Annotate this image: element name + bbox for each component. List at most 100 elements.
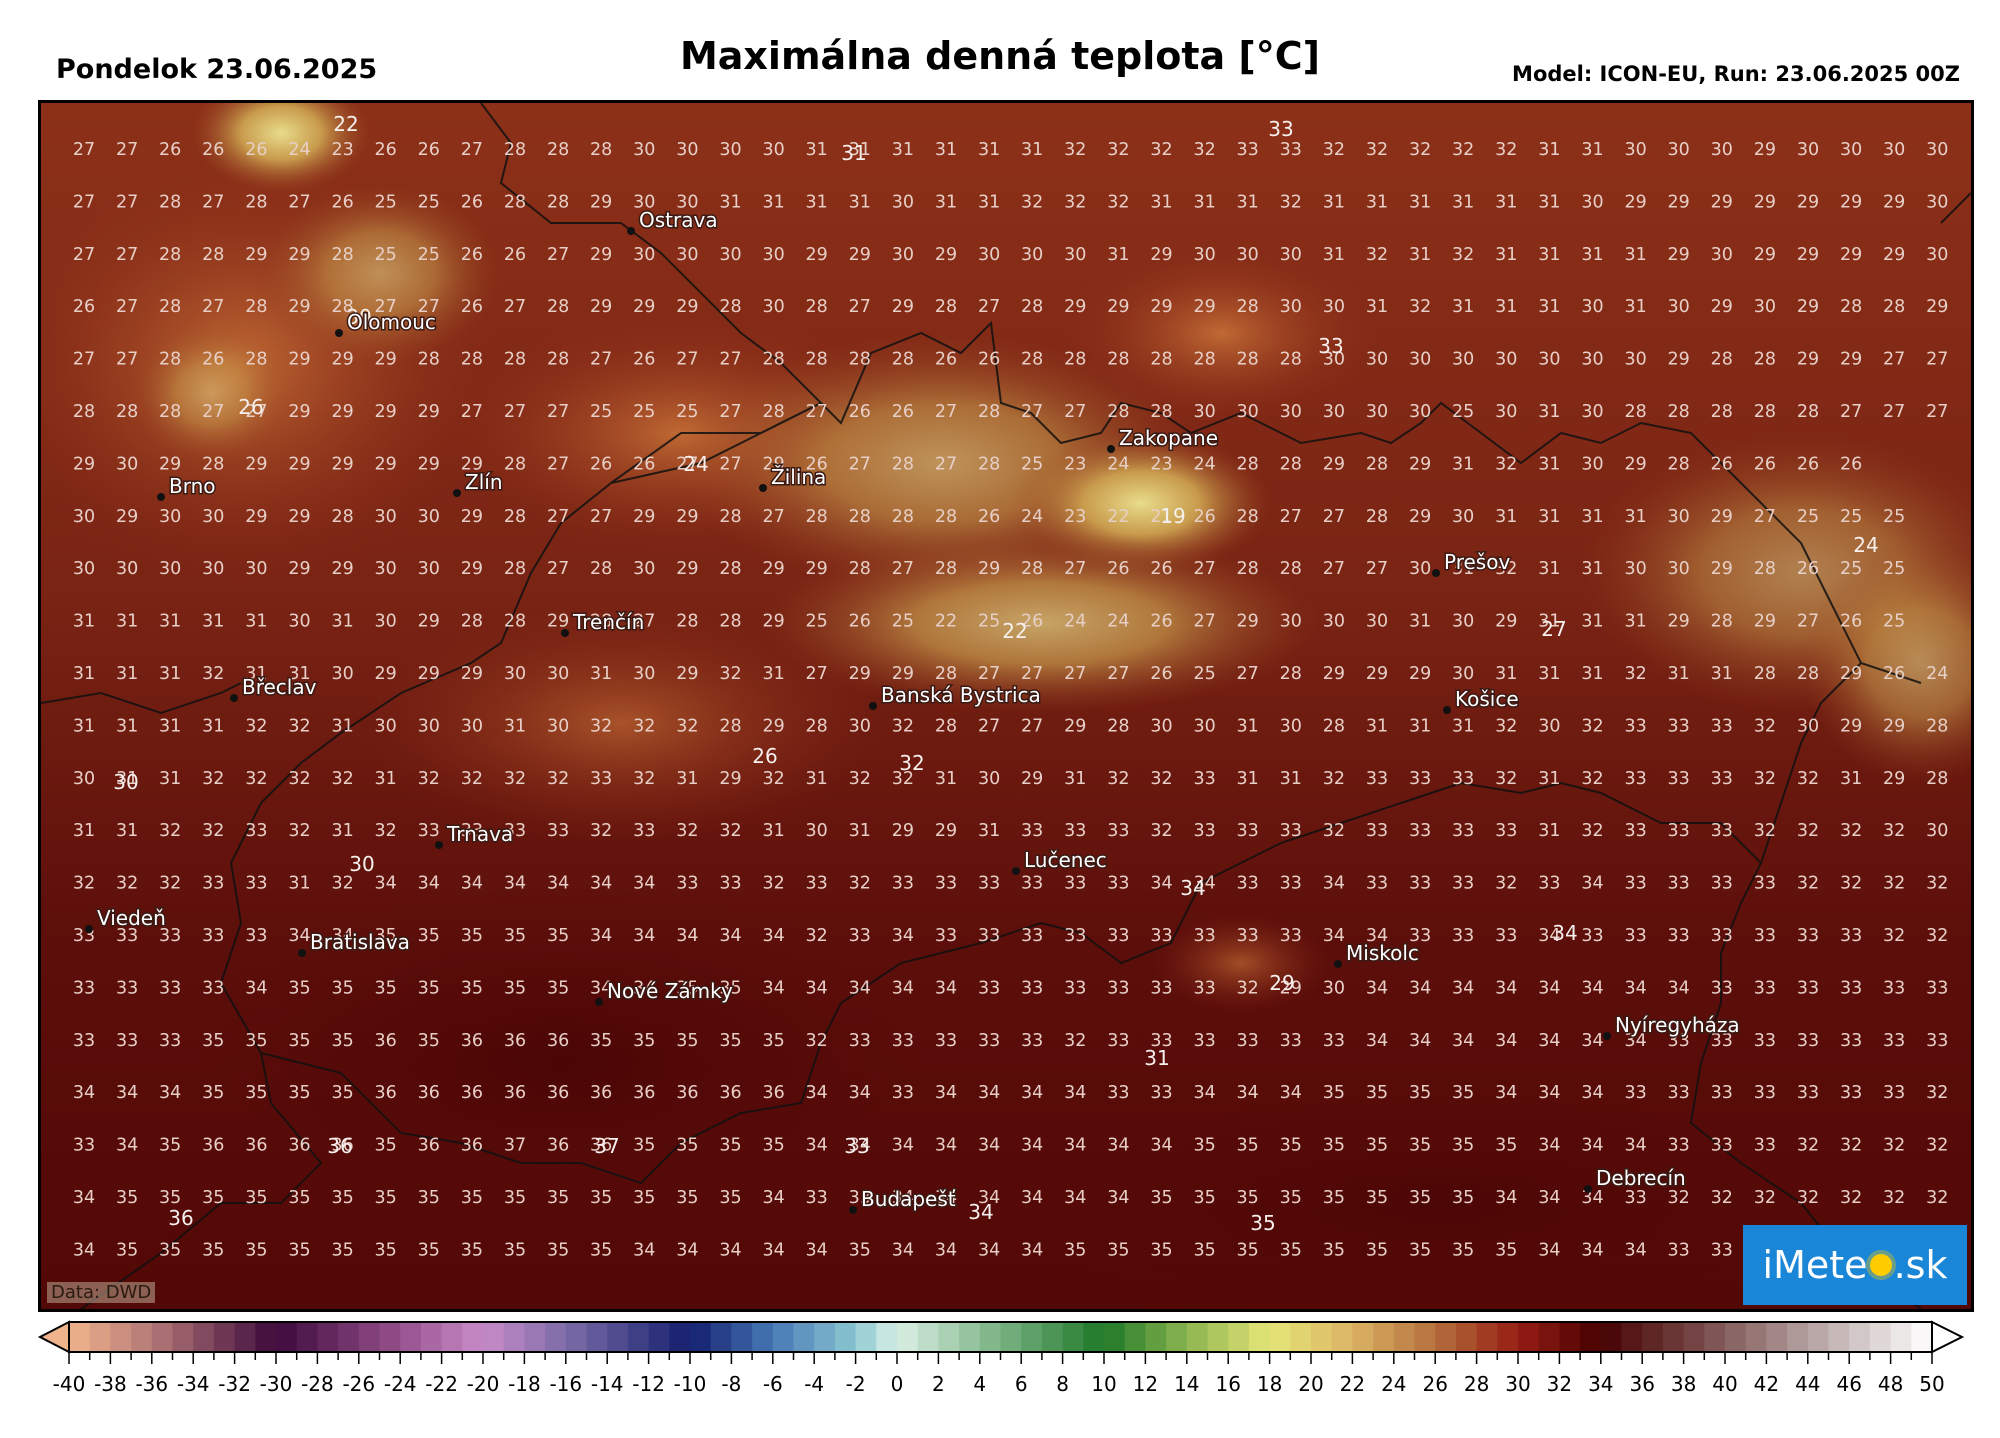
city-marker[interactable]: Lučenec <box>1012 847 1108 875</box>
colorbar-swatches <box>69 1322 1933 1352</box>
grid-temperature-value: 30 <box>1495 402 1517 422</box>
city-marker[interactable]: Zakopane <box>1107 425 1220 453</box>
grid-temperature-value: 28 <box>892 350 914 370</box>
temperature-map[interactable]: 27 27 26 26 26 24 23 26 26 27 28 28 28 30 30 30 30 31 31 31… <box>38 100 1974 1312</box>
grid-temperature-value: 35 <box>375 926 397 946</box>
grid-temperature-value: 23 <box>331 140 353 160</box>
city-marker[interactable]: Trnava <box>435 821 515 849</box>
border-slovak-hungary <box>260 781 1762 1185</box>
grid-temperature-value: 32 <box>418 769 440 789</box>
city-marker[interactable]: Miskolc <box>1334 940 1420 968</box>
colorbar-tick-label: -6 <box>763 1372 783 1396</box>
grid-temperature-value: 30 <box>1280 612 1302 632</box>
colorbar-swatch <box>317 1322 339 1352</box>
colorbar-tick-labels: -40 -38 -36 -34 -32 -30 -28 -26 -24 -22 -20 -18 -16-… <box>53 1372 1945 1396</box>
city-marker[interactable]: Nyíregyháza <box>1603 1012 1741 1040</box>
city-marker[interactable]: Břeclav <box>230 674 318 702</box>
grid-temperature-value: 27 <box>849 297 871 317</box>
grid-temperature-value: 29 <box>1883 716 1905 736</box>
grid-temperature-value: 35 <box>676 978 698 998</box>
grid-temperature-value: 26 <box>849 612 871 632</box>
grid-temperature-value: 33 <box>1107 926 1129 946</box>
grid-temperature-value: 32 <box>1797 821 1819 841</box>
grid-temperature-value: 35 <box>202 1188 224 1208</box>
grid-temperature-value: 26 <box>245 140 267 160</box>
date-label: Pondelok 23.06.2025 <box>56 54 378 85</box>
grid-temperature-value: 29 <box>245 507 267 527</box>
grid-temperature-value: 29 <box>1840 664 1862 684</box>
grid-temperature-value: 36 <box>288 1136 310 1156</box>
grid-temperature-value: 32 <box>1366 140 1388 160</box>
colorbar-swatch <box>1600 1322 1623 1352</box>
grid-temperature-value: 28 <box>1711 350 1733 370</box>
colorbar-swatch <box>338 1322 360 1352</box>
grid-temperature-value: 33 <box>1237 926 1259 946</box>
grid-temperature-value: 35 <box>331 1083 353 1103</box>
city-dot <box>1584 1185 1592 1193</box>
grid-temperature-value: 36 <box>547 1136 569 1156</box>
grid-temperature-value: 27 <box>245 402 267 422</box>
grid-temperature-value: 31 <box>1495 297 1517 317</box>
grid-temperature-value: 35 <box>1237 1136 1259 1156</box>
grid-temperature-value: 29 <box>1797 297 1819 317</box>
grid-temperature-value: 25 <box>1883 559 1905 579</box>
grid-temperature-value: 28 <box>245 192 267 212</box>
city-dot <box>335 329 343 337</box>
grid-temperature-value: 29 <box>1409 507 1431 527</box>
grid-temperature-value: 29 <box>288 350 310 370</box>
grid-temperature-value: 32 <box>892 716 914 736</box>
city-marker[interactable]: Brno <box>157 473 217 501</box>
colorbar-tick-label: 50 <box>1919 1372 1944 1396</box>
city-marker[interactable]: Bratislava <box>298 929 411 957</box>
imeteo-logo[interactable]: iMete .sk <box>1743 1225 1967 1305</box>
grid-temperature-value: 35 <box>331 1188 353 1208</box>
colorbar-swatch <box>1083 1322 1105 1352</box>
colorbar-swatch <box>1145 1322 1167 1352</box>
grid-temperature-value: 35 <box>504 978 526 998</box>
grid-temperature-value: 30 <box>1323 402 1345 422</box>
colorbar-tick-label: -2 <box>846 1372 866 1396</box>
city-marker[interactable]: Olomouc <box>335 309 437 337</box>
grid-temperature-value: 28 <box>159 402 181 422</box>
city-marker[interactable]: Ostrava <box>627 207 719 235</box>
grid-temperature-value: 28 <box>849 350 871 370</box>
grid-temperature-value: 29 <box>1840 350 1862 370</box>
colorbar-swatch <box>1393 1322 1416 1352</box>
country-borders <box>41 103 1971 1309</box>
city-marker[interactable]: Košice <box>1443 686 1520 714</box>
grid-temperature-value: 35 <box>461 1188 483 1208</box>
city-marker[interactable]: Viedeň <box>85 905 167 933</box>
grid-temperature-value: 37 <box>504 1136 526 1156</box>
grid-temperature-value: 35 <box>590 1031 612 1051</box>
colorbar-tick-label: 16 <box>1215 1372 1240 1396</box>
city-marker[interactable]: Banská Bystrica <box>869 682 1042 710</box>
grid-temperature-value: 31 <box>1323 192 1345 212</box>
grid-temperature-value: 30 <box>1581 192 1603 212</box>
grid-temperature-value: 32 <box>1323 769 1345 789</box>
grid-temperature-value: 32 <box>590 716 612 736</box>
grid-temperature-value: 32 <box>331 874 353 894</box>
city-marker[interactable]: Trenčín <box>561 609 646 637</box>
city-label: Bratislava <box>310 930 410 954</box>
city-marker[interactable]: Budapešť <box>849 1186 957 1214</box>
grid-temperature-value: 34 <box>1150 874 1172 894</box>
grid-temperature-value: 29 <box>1711 559 1733 579</box>
city-marker[interactable]: Žilina <box>759 464 828 492</box>
grid-temperature-value: 28 <box>461 612 483 632</box>
grid-temperature-value: 35 <box>1107 1240 1129 1260</box>
grid-temperature-value: 30 <box>1452 507 1474 527</box>
grid-temperature-value: 32 <box>1495 769 1517 789</box>
grid-temperature-value: 31 <box>978 140 1000 160</box>
city-dot <box>435 841 443 849</box>
city-marker[interactable]: Debrecín <box>1584 1165 1687 1193</box>
grid-temperature-value: 34 <box>1021 1240 1043 1260</box>
grid-temperature-value: 32 <box>633 716 655 736</box>
city-marker[interactable]: Nové Zámky <box>595 978 735 1006</box>
grid-temperature-value: 35 <box>331 1240 353 1260</box>
grid-temperature-value: 34 <box>633 978 655 998</box>
grid-temperature-value: 33 <box>245 821 267 841</box>
city-marker[interactable]: Zlín <box>453 469 504 497</box>
city-marker[interactable]: Prešov <box>1432 549 1512 577</box>
grid-temperature-value: 34 <box>1495 1031 1517 1051</box>
grid-temperature-value: 30 <box>1538 350 1560 370</box>
